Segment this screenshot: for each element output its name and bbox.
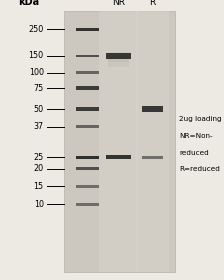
Bar — [142, 106, 163, 112]
Bar — [106, 155, 131, 160]
Text: 10: 10 — [34, 200, 44, 209]
Text: 50: 50 — [34, 105, 44, 114]
Bar — [99, 11, 138, 272]
Text: reduced: reduced — [179, 150, 209, 156]
Text: 37: 37 — [34, 122, 44, 131]
Bar — [108, 62, 129, 67]
Bar — [76, 167, 99, 170]
Text: R=reduced: R=reduced — [179, 166, 220, 172]
Bar — [108, 52, 129, 55]
Text: NR=Non-: NR=Non- — [179, 133, 213, 139]
Bar — [106, 53, 131, 59]
Bar — [76, 156, 99, 159]
Text: R: R — [149, 0, 155, 7]
Bar — [76, 203, 99, 206]
Text: 2ug loading: 2ug loading — [179, 116, 222, 122]
Bar — [76, 107, 99, 111]
Text: 150: 150 — [28, 52, 44, 60]
Bar — [76, 55, 99, 57]
Bar — [136, 11, 169, 272]
Bar — [76, 125, 99, 128]
Bar — [64, 11, 175, 272]
Text: 15: 15 — [34, 182, 44, 191]
Text: 250: 250 — [28, 25, 44, 34]
Text: 100: 100 — [29, 68, 44, 77]
Bar — [76, 185, 99, 188]
Text: kDa: kDa — [19, 0, 40, 7]
Text: 25: 25 — [33, 153, 44, 162]
Bar — [76, 71, 99, 74]
Bar — [142, 156, 163, 159]
Text: 75: 75 — [33, 84, 44, 93]
Bar — [76, 86, 99, 90]
Bar — [108, 56, 129, 62]
Bar — [76, 27, 99, 31]
Text: 20: 20 — [34, 164, 44, 173]
Text: NR: NR — [112, 0, 125, 7]
